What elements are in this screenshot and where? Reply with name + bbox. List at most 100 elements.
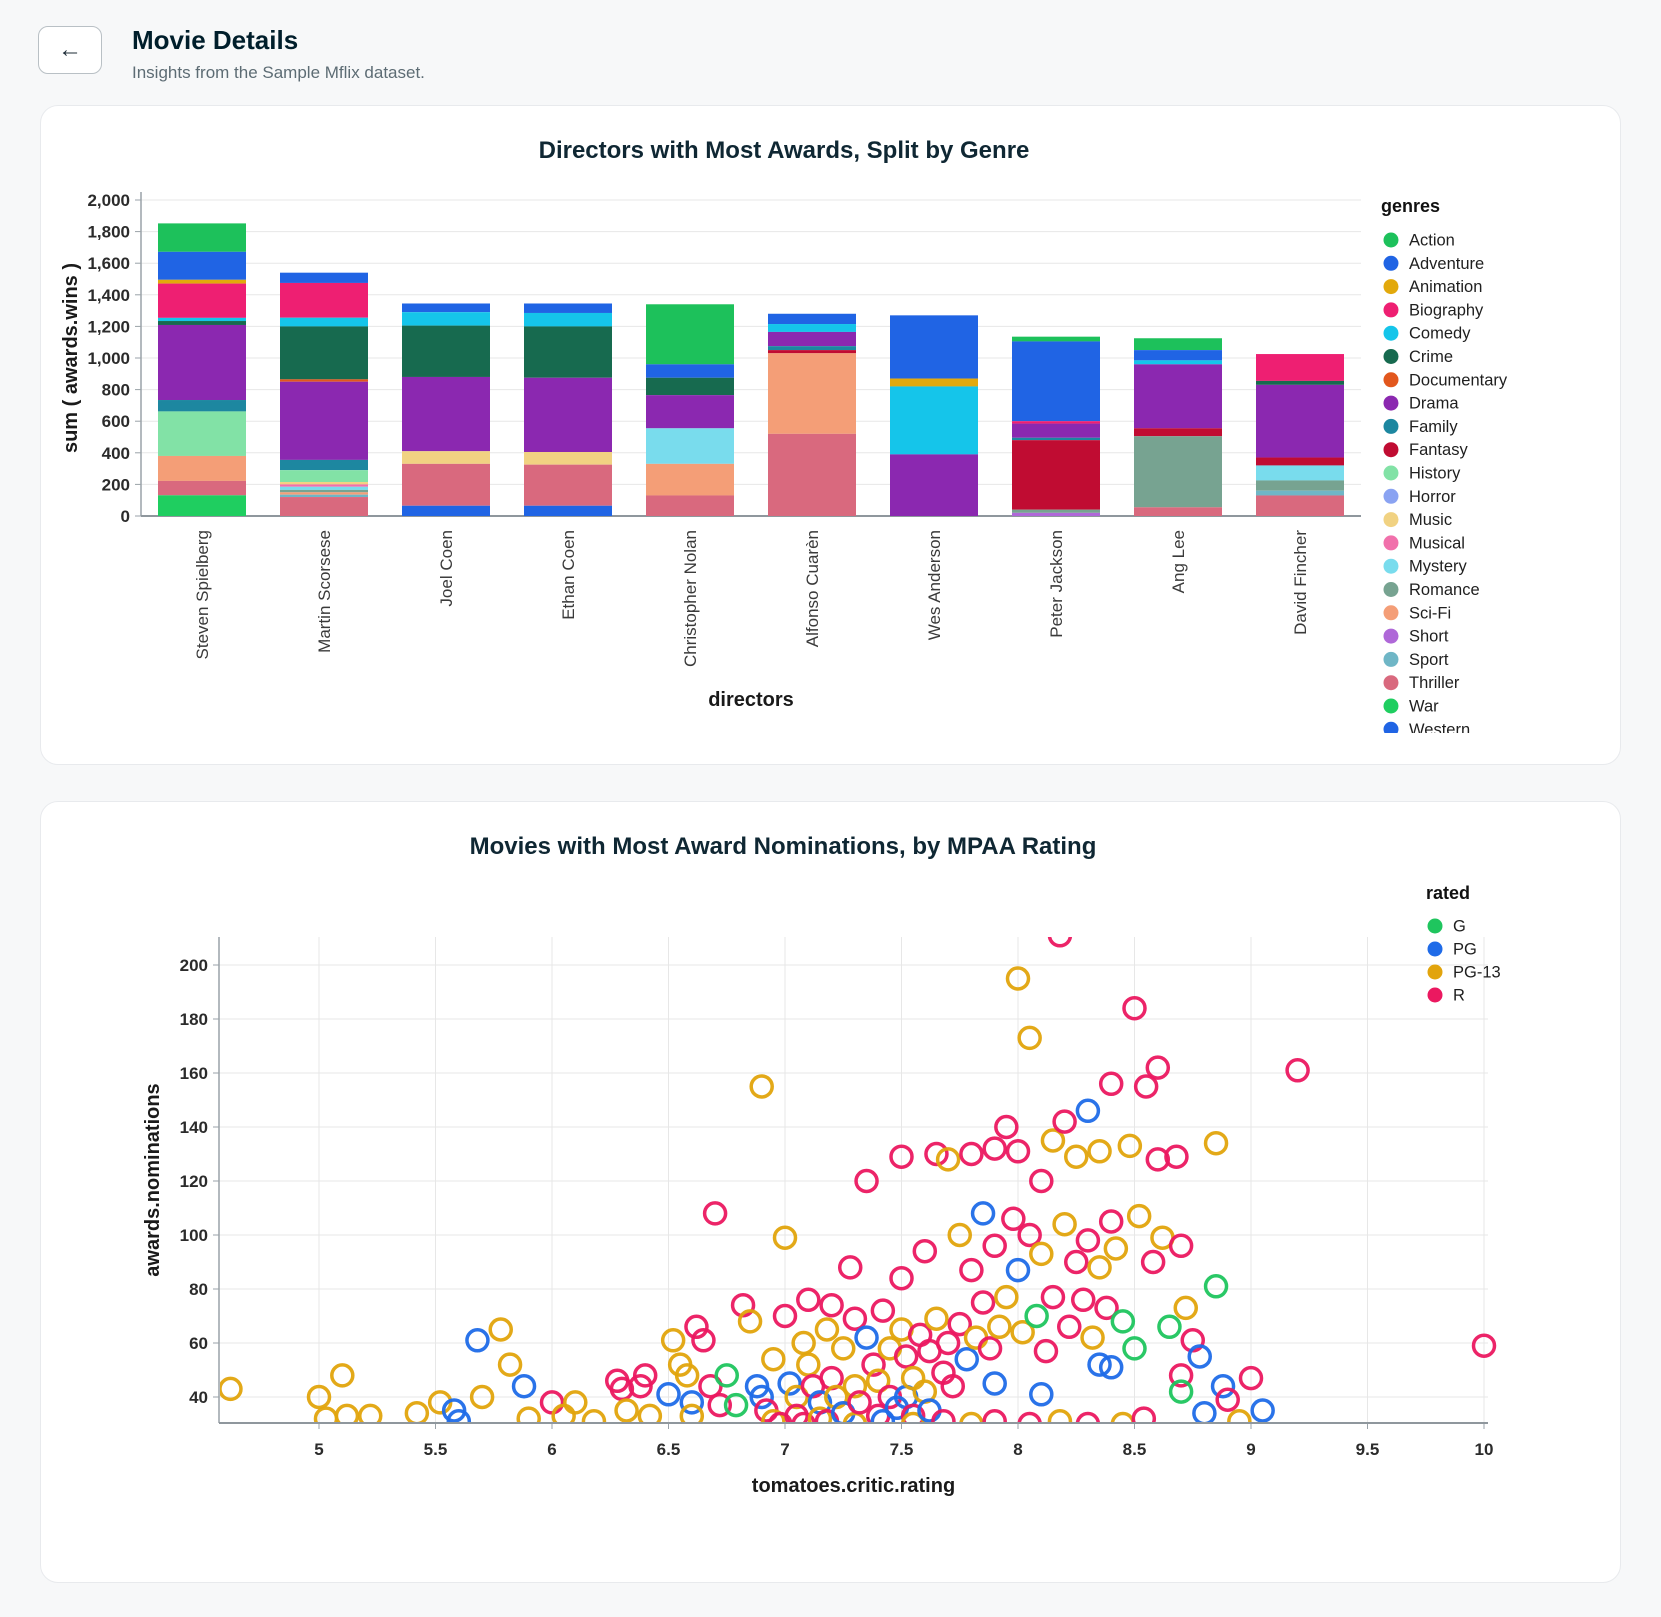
scatter-point-R — [1005, 1138, 1031, 1164]
bar-segment-Adventure — [646, 363, 734, 378]
x-tick-label: 5 — [314, 1440, 323, 1459]
scatter-point-PG-13 — [1040, 1127, 1066, 1153]
scatter-point-R — [870, 1297, 896, 1323]
bar-segment-Thriller — [280, 496, 368, 516]
scatter-point-R — [796, 1287, 821, 1312]
scatter-point-R — [1140, 1249, 1166, 1274]
scatter-point-PG-13 — [488, 1316, 513, 1342]
scatter-point-R — [837, 1254, 863, 1280]
legend-label-Sci-Fi: Sci-Fi — [1409, 604, 1451, 622]
scatter-point-R — [1168, 1233, 1194, 1258]
scatter-point-R — [842, 1306, 868, 1331]
x-tick-label: 7.5 — [890, 1440, 914, 1459]
bar-segment-Musical — [280, 483, 368, 487]
bar-segment-Biography — [1012, 420, 1100, 424]
scatter-point-R — [1052, 1108, 1077, 1134]
scatter-point-R — [1057, 1314, 1082, 1339]
scatter-point-PG — [441, 1397, 467, 1422]
scatter-point-PG — [777, 1370, 802, 1396]
scatter-point-PG-13 — [987, 1314, 1012, 1339]
bar-Steven Spielberg — [158, 222, 246, 516]
back-button[interactable]: ← — [38, 26, 102, 74]
scatter-point-R — [924, 1141, 949, 1166]
bar-segment-Drama — [768, 331, 856, 346]
bar-segment-Sci-Fi — [768, 352, 856, 434]
scatter-point-PG-13 — [1005, 965, 1031, 991]
scatter-point-R — [970, 1289, 996, 1315]
legend-swatch-Adventure — [1383, 255, 1399, 271]
bar-segment-Romance — [1134, 435, 1222, 507]
bar-segment-Western — [402, 505, 490, 516]
bar-segment-Biography — [158, 283, 246, 318]
x-category-label: David Fincher — [1291, 529, 1310, 634]
y-tick-label: 40 — [189, 1388, 208, 1407]
bar-chart-svg: Directors with Most Awards, Split by Gen… — [60, 137, 1508, 733]
scatter-point-PG-13 — [1117, 1133, 1143, 1158]
bar-segment-Romance — [1012, 509, 1100, 513]
bar-segment-Documentary — [280, 378, 368, 382]
scatter-point-PG-13 — [330, 1362, 355, 1388]
legend-swatch-Family — [1383, 418, 1399, 434]
bar-segment-Action — [1012, 336, 1100, 342]
bar-segment-Drama — [890, 453, 978, 516]
scatter-point-PG — [511, 1373, 537, 1399]
scatter-point-PG-13 — [737, 1308, 763, 1334]
scatter-point-PG — [679, 1389, 705, 1415]
bar-chart-title: Directors with Most Awards, Split by Gen… — [539, 137, 1030, 164]
scatter-point-R — [1017, 1411, 1042, 1422]
scatter-point-R — [1098, 1071, 1124, 1096]
scatter-point-R — [889, 1144, 914, 1169]
scatter-point-PG-13 — [1103, 1235, 1129, 1261]
legend-label-Animation: Animation — [1409, 278, 1482, 296]
header-text: Movie Details Insights from the Sample M… — [132, 26, 425, 83]
x-tick-label: 6 — [547, 1440, 556, 1459]
scatter-point-PG-13 — [220, 1376, 243, 1401]
bar-segment-Thriller — [1134, 506, 1222, 516]
bar-segment-Action — [158, 222, 246, 252]
scatter-point-R — [791, 1411, 816, 1422]
bar-segment-Adventure — [1134, 349, 1222, 360]
x-tick-label: 10 — [1475, 1440, 1494, 1459]
scatter-point-PG — [1250, 1397, 1275, 1422]
scatter-point-PG-13 — [1064, 1144, 1089, 1169]
legend-swatch-Comedy — [1383, 325, 1399, 341]
scatter-point-R — [707, 1392, 733, 1417]
scatter-point-R — [1047, 936, 1073, 948]
y-tick-label: 400 — [102, 443, 130, 462]
bar-Ethan Coen — [524, 303, 612, 516]
scatter-point-R — [994, 1114, 1019, 1139]
legend-label-Horror: Horror — [1409, 487, 1456, 505]
x-category-label: Ethan Coen — [559, 530, 578, 620]
bar-segment-Fantasy — [768, 349, 856, 353]
scatter-point-PG — [1210, 1373, 1236, 1399]
scatter-point-PG-13 — [404, 1400, 430, 1422]
y-tick-label: 1,200 — [87, 317, 130, 336]
scatter-point-PG-13 — [761, 1408, 786, 1422]
scatter-point-PG — [1187, 1343, 1212, 1369]
scatter-point-PG — [854, 1324, 879, 1350]
bar-segment-Action — [646, 303, 734, 364]
x-tick-label: 8 — [1013, 1440, 1022, 1459]
scatter-point-R — [691, 1327, 716, 1353]
scatter-point-PG-13 — [334, 1403, 360, 1422]
scatter-point-PG — [970, 1200, 996, 1226]
scatter-legend-title: rated — [1426, 883, 1470, 903]
bar-segment-Drama — [524, 377, 612, 452]
scatter-point-R — [1098, 1208, 1124, 1234]
x-category-label: Wes Anderson — [925, 530, 944, 640]
bar-segment-Thriller — [524, 464, 612, 506]
legend-label-PG-13: PG-13 — [1453, 963, 1501, 981]
scatter-point-R — [1131, 1405, 1157, 1422]
scatter-point-R — [982, 1233, 1007, 1258]
scatter-point-R — [947, 1311, 972, 1336]
scatter-point-G — [1110, 1308, 1136, 1334]
scatter-point-R — [900, 1403, 926, 1422]
page-subtitle: Insights from the Sample Mflix dataset. — [132, 62, 425, 82]
scatter-point-R — [935, 1330, 961, 1355]
bar-segment-Comedy — [280, 317, 368, 326]
scatter-point-PG — [982, 1370, 1007, 1396]
scatter-point-PG-13 — [807, 1405, 833, 1422]
bar-legend: genres Action Adventure Animation Biography C… — [1381, 196, 1508, 733]
scatter-point-R — [931, 1408, 956, 1422]
bar-segment-Family — [768, 345, 856, 350]
